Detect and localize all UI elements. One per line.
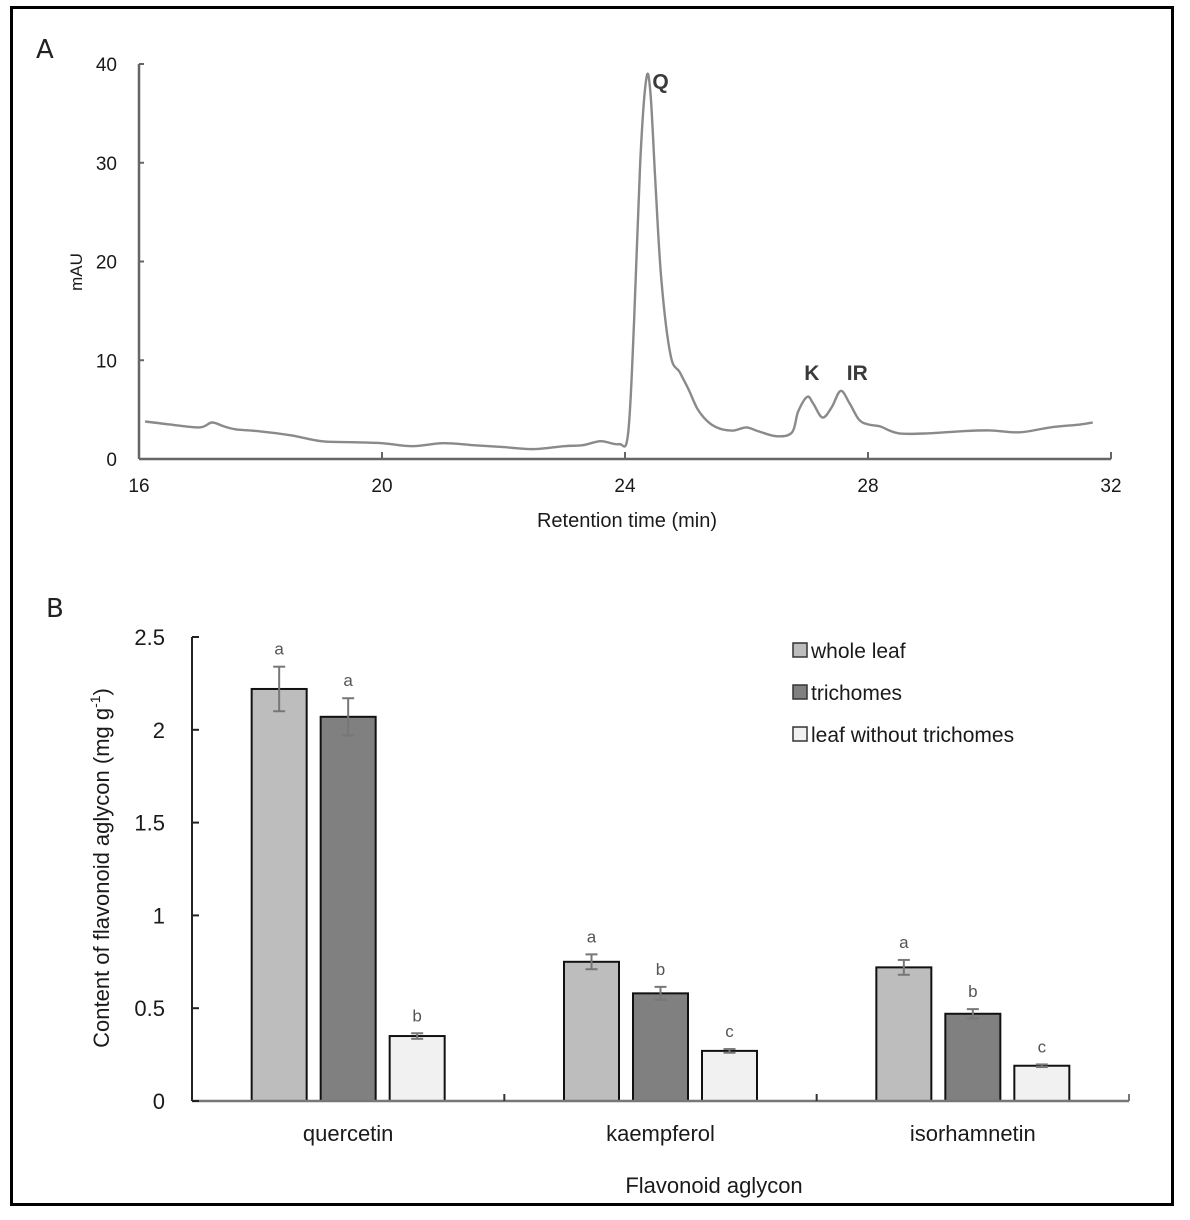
error-bar (411, 1032, 424, 1040)
legend-item-trichomes: trichomes (792, 682, 902, 705)
error-bar (273, 665, 286, 713)
x-tick-label: 28 (857, 476, 878, 497)
y-tick-label: 0.5 (134, 996, 165, 1021)
x-tick-label: 16 (128, 476, 149, 497)
bar-x-ticks: quercetin kaempferol isorhamnetin (303, 1094, 1130, 1146)
y-tick-label: 40 (96, 55, 117, 76)
error-bar (585, 953, 598, 971)
legend-swatch (792, 684, 808, 700)
bar-isorhamnetin-trichomes (944, 1012, 1002, 1103)
y-tick-label: 1.5 (134, 811, 165, 836)
error-bar (897, 958, 910, 976)
y-tick-label: 2 (153, 718, 165, 743)
chromatogram-trace (144, 72, 1093, 451)
bar-isorhamnetin-whole-leaf (875, 966, 933, 1102)
y-tick-label: 0 (106, 450, 117, 471)
chromatogram-x-axis-title: Retention time (min) (537, 510, 717, 532)
y-tick-label: 1 (153, 903, 165, 928)
bar-quercetin-whole-leaf (250, 687, 308, 1103)
bar-y-axis-title-superscript: -1 (87, 695, 103, 708)
x-tick-label: 20 (371, 476, 392, 497)
legend-item-leaf-without-trichomes: leaf without trichomes (792, 724, 1014, 747)
category-label-quercetin: quercetin (303, 1121, 394, 1146)
peak-label-k: K (804, 362, 819, 385)
significance-label: b (656, 960, 665, 979)
significance-label: a (274, 640, 284, 659)
significance-label: b (412, 1006, 421, 1025)
bar-y-axis-title: Content of flavonoid aglycon (mg g-1) (87, 688, 114, 1048)
bar-kaempferol-trichomes (632, 992, 689, 1102)
panel-a-letter: A (36, 35, 54, 65)
significance-label: a (343, 671, 353, 690)
legend-item-whole-leaf: whole leaf (792, 640, 906, 663)
legend-label: trichomes (811, 682, 902, 705)
error-bar (966, 1008, 979, 1020)
bars: a a b a b c a b c (250, 640, 1071, 1103)
bar-y-axis-title-close: ) (89, 688, 114, 695)
flavonoid-bar-chart: a a b a b c a b c 0 0.5 1 1.5 2 2.5 quercetin kaempfer… (87, 625, 1130, 1198)
legend-label: leaf without trichomes (811, 724, 1014, 747)
legend-label: whole leaf (810, 640, 906, 663)
peak-label-ir: IR (847, 362, 868, 385)
bar-x-axis-title: Flavonoid aglycon (625, 1173, 802, 1198)
error-bar (342, 697, 355, 737)
significance-label: b (968, 982, 977, 1001)
bar-y-ticks: 0 0.5 1 1.5 2 2.5 (134, 625, 199, 1114)
bar-quercetin-trichomes (319, 715, 377, 1102)
x-tick-label: 32 (1100, 476, 1121, 497)
chromatogram-chart: 0 10 20 30 40 16 20 24 28 32 Q K IR Retention time… (67, 55, 1122, 532)
bar-y-axis-title-main: Content of flavonoid aglycon (mg g (89, 708, 114, 1048)
y-tick-label: 10 (96, 351, 117, 372)
y-tick-label: 0 (153, 1089, 165, 1114)
y-tick-label: 20 (96, 253, 117, 274)
bar-isorhamnetin-leaf-without-trichomes (1013, 1064, 1071, 1102)
category-label-kaempferol: kaempferol (606, 1121, 715, 1146)
peak-label-q: Q (652, 71, 668, 94)
chromatogram-x-ticks: 16 20 24 28 32 (128, 452, 1122, 497)
significance-label: c (725, 1022, 734, 1041)
peak-labels: Q K IR (652, 71, 867, 385)
error-bar (654, 985, 667, 1001)
significance-label: a (587, 927, 597, 946)
significance-label: a (899, 933, 909, 952)
x-tick-label: 24 (614, 476, 636, 497)
legend-swatch (792, 726, 808, 742)
legend-swatch (792, 642, 808, 658)
figure-frame (10, 6, 1174, 1206)
panel-b-letter: B (46, 594, 64, 624)
category-label-isorhamnetin: isorhamnetin (910, 1121, 1036, 1146)
error-bar (1035, 1063, 1048, 1069)
significance-label: c (1038, 1037, 1047, 1056)
chromatogram-y-axis-title: mAU (67, 253, 86, 291)
chromatogram-y-ticks: 0 10 20 30 40 (96, 55, 144, 471)
y-tick-label: 30 (96, 154, 117, 175)
legend: whole leaf trichomes leaf without trichome… (792, 640, 1014, 747)
bar-quercetin-leaf-without-trichomes (388, 1035, 446, 1103)
bar-kaempferol-leaf-without-trichomes (701, 1049, 758, 1102)
y-tick-label: 2.5 (134, 625, 165, 650)
bar-kaempferol-whole-leaf (563, 960, 620, 1102)
error-bar (723, 1048, 736, 1054)
